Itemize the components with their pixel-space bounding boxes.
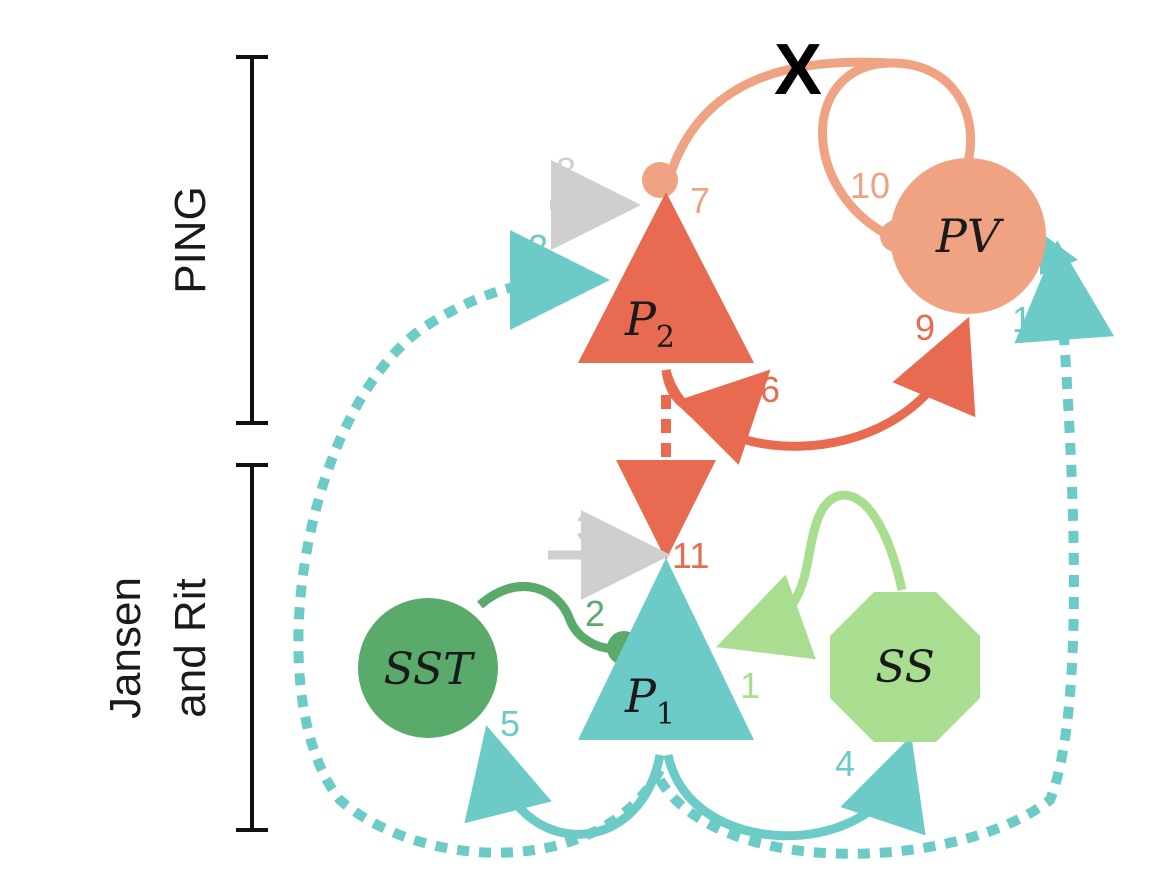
jansen-bracket <box>236 463 268 832</box>
connection-label-5: 5 <box>500 703 520 744</box>
pv-label: PV <box>935 209 1005 263</box>
ss-label: SS <box>875 642 935 693</box>
jansen-label-line2: and Rit <box>166 578 215 717</box>
jansen-label-line1: Jansen <box>101 577 150 719</box>
ss-to-p1-connection <box>716 490 907 660</box>
sst-to-p1-connection <box>477 582 616 653</box>
p1-label: P1 <box>624 669 675 732</box>
ping-bracket <box>236 55 268 425</box>
connection-label-9: 9 <box>915 307 935 348</box>
p1-to-sst-connection <box>464 725 665 839</box>
p1-to-pv-dotted-connection <box>655 240 1115 859</box>
ping-label: PING <box>166 186 215 294</box>
sst-node <box>358 598 498 738</box>
p2-label: P2 <box>624 292 675 355</box>
ss-node <box>830 592 980 742</box>
connection-label-7: 7 <box>690 180 710 221</box>
p2-node <box>578 192 754 363</box>
connection-label-12: 12 <box>508 227 548 268</box>
p1-node <box>578 558 754 740</box>
p1-to-ss-connection <box>663 735 926 841</box>
connection-label-11: 11 <box>672 535 709 576</box>
x-marker: X <box>774 30 822 110</box>
connection-label-8: 8 <box>556 150 576 191</box>
connection-label-6: 6 <box>760 369 780 410</box>
p1-to-p2-dotted-connection <box>293 230 665 858</box>
pv-to-p2-connection <box>663 57 891 184</box>
connection-label-2: 2 <box>585 593 605 634</box>
connection-label-4: 4 <box>835 743 855 784</box>
pv-node <box>890 158 1046 314</box>
connection-label-10: 10 <box>850 165 890 206</box>
p2-to-pv-connection <box>661 316 976 451</box>
pv-synapse-on-p2 <box>642 162 678 198</box>
connection-label-3: 3 <box>576 507 596 548</box>
sst-label: SST <box>384 644 477 695</box>
connection-label-1: 1 <box>740 665 760 706</box>
connection-label-13: 13 <box>1012 299 1052 340</box>
pv-teal-arrowhead <box>1040 232 1078 275</box>
